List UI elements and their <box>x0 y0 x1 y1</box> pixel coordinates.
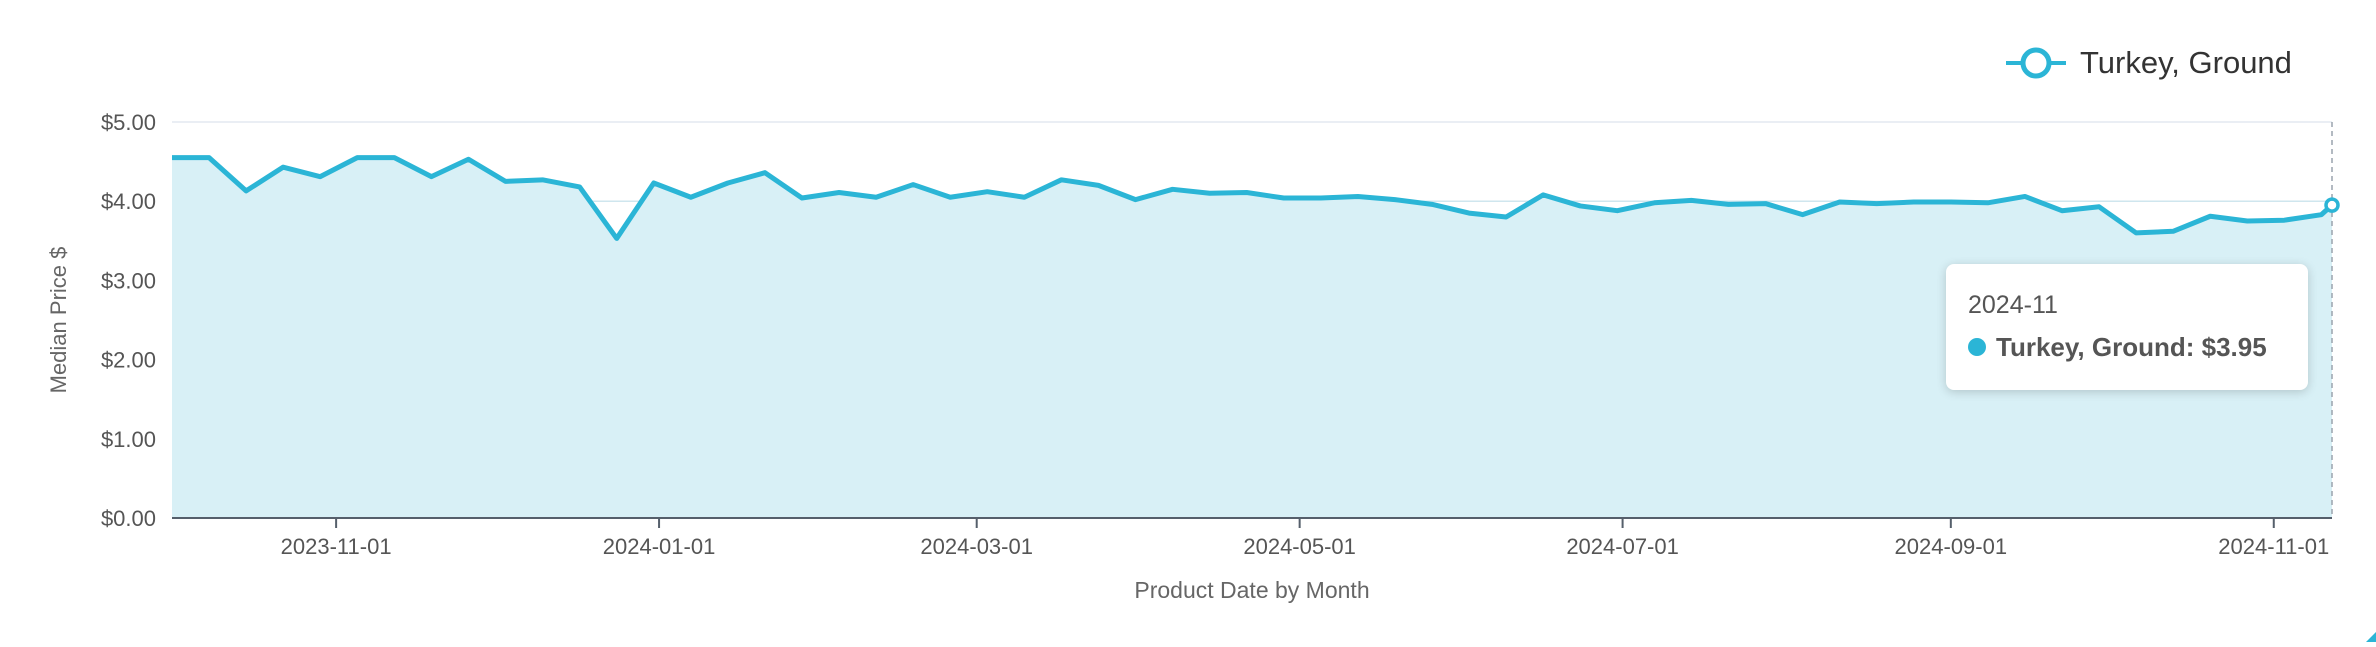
legend[interactable]: Turkey, Ground <box>2004 44 2292 82</box>
x-tick-label: 2024-05-01 <box>1243 534 1356 559</box>
series-area <box>172 157 2332 518</box>
data-point[interactable] <box>279 163 287 171</box>
data-point[interactable] <box>613 234 621 242</box>
axis-layer: $0.00 $1.00 $2.00 $3.00 $4.00 $5.00 2023-11-01… <box>101 110 2333 559</box>
data-point[interactable] <box>983 188 991 196</box>
tooltip-row: Turkey, Ground : $3.95 <box>1968 332 2308 362</box>
legend-label: Turkey, Ground <box>2080 45 2292 80</box>
data-point[interactable] <box>1169 185 1177 193</box>
y-axis-title: Median Price $ <box>46 247 71 394</box>
tooltip-series-name: Turkey, Ground <box>1996 332 2186 362</box>
data-point[interactable] <box>1984 199 1992 207</box>
data-point[interactable] <box>205 154 213 162</box>
y-tick-label: $2.00 <box>101 348 156 373</box>
data-point[interactable] <box>168 154 176 162</box>
data-point[interactable] <box>1762 200 1770 208</box>
data-point[interactable] <box>835 188 843 196</box>
data-point[interactable] <box>1132 196 1140 204</box>
data-point[interactable] <box>909 181 917 189</box>
data-point[interactable] <box>2317 211 2325 219</box>
data-point[interactable] <box>1799 211 1807 219</box>
data-point[interactable] <box>502 177 510 185</box>
data-point[interactable] <box>2280 216 2288 224</box>
data-point[interactable] <box>539 176 547 184</box>
data-point[interactable] <box>1576 202 1584 210</box>
data-point[interactable] <box>1613 207 1621 215</box>
data-point[interactable] <box>1873 200 1881 208</box>
data-point[interactable] <box>2206 212 2214 220</box>
y-tick-label: $5.00 <box>101 110 156 135</box>
x-tick-label: 2024-11-01 <box>2218 534 2329 559</box>
points-layer <box>168 154 2340 242</box>
data-point[interactable] <box>724 179 732 187</box>
data-point[interactable] <box>946 193 954 201</box>
data-point[interactable] <box>1094 181 1102 189</box>
x-tick-label: 2024-07-01 <box>1566 534 1679 559</box>
data-point[interactable] <box>242 187 250 195</box>
data-point[interactable] <box>1502 213 1510 221</box>
legend-marker-icon <box>2006 47 2066 79</box>
data-point[interactable] <box>1057 176 1065 184</box>
data-point[interactable] <box>1910 198 1918 206</box>
active-data-point[interactable] <box>2324 197 2340 213</box>
data-point[interactable] <box>2095 203 2103 211</box>
tooltip-series-dot <box>1968 338 1986 356</box>
series-line <box>172 155 2334 241</box>
x-tick-label: 2024-03-01 <box>920 534 1033 559</box>
area-layer <box>172 155 2334 518</box>
data-point[interactable] <box>316 173 324 181</box>
resize-corner-icon <box>2366 632 2376 642</box>
data-point[interactable] <box>798 194 806 202</box>
data-point[interactable] <box>1687 196 1695 204</box>
x-tick-label: 2023-11-01 <box>281 534 392 559</box>
data-point[interactable] <box>650 179 658 187</box>
data-point[interactable] <box>1354 192 1362 200</box>
data-point[interactable] <box>2169 227 2177 235</box>
data-point[interactable] <box>1428 200 1436 208</box>
data-point[interactable] <box>1947 198 1955 206</box>
data-point[interactable] <box>576 183 584 191</box>
data-point[interactable] <box>2243 217 2251 225</box>
y-tick-label: $0.00 <box>101 506 156 531</box>
tooltip-value: $3.95 <box>2201 332 2267 362</box>
tooltip-title: 2024-11 <box>1968 291 2058 319</box>
data-point[interactable] <box>872 193 880 201</box>
data-point[interactable] <box>1539 191 1547 199</box>
tooltip: 2024-11 Turkey, Ground : $3.95 <box>1946 264 2308 390</box>
data-point[interactable] <box>1317 194 1325 202</box>
tooltip-separator: : <box>2185 332 2202 362</box>
x-tick-label: 2024-09-01 <box>1895 534 2008 559</box>
data-point[interactable] <box>353 154 361 162</box>
data-point[interactable] <box>2132 229 2140 237</box>
data-point[interactable] <box>1650 199 1658 207</box>
data-point[interactable] <box>1243 188 1251 196</box>
data-point[interactable] <box>1020 193 1028 201</box>
data-point[interactable] <box>687 193 695 201</box>
data-point[interactable] <box>1724 200 1732 208</box>
y-tick-label: $3.00 <box>101 268 156 293</box>
data-point[interactable] <box>2021 192 2029 200</box>
data-point[interactable] <box>464 155 472 163</box>
y-tick-label: $4.00 <box>101 189 156 214</box>
data-point[interactable] <box>1206 189 1214 197</box>
data-point[interactable] <box>427 173 435 181</box>
x-tick-label: 2024-01-01 <box>603 534 716 559</box>
data-point[interactable] <box>1391 196 1399 204</box>
y-tick-label: $1.00 <box>101 427 156 452</box>
data-point[interactable] <box>2058 207 2066 215</box>
data-point[interactable] <box>761 169 769 177</box>
data-point[interactable] <box>1465 209 1473 217</box>
data-point[interactable] <box>1836 198 1844 206</box>
data-point[interactable] <box>1280 194 1288 202</box>
x-axis-title: Product Date by Month <box>1134 577 1369 603</box>
data-point[interactable] <box>390 154 398 162</box>
